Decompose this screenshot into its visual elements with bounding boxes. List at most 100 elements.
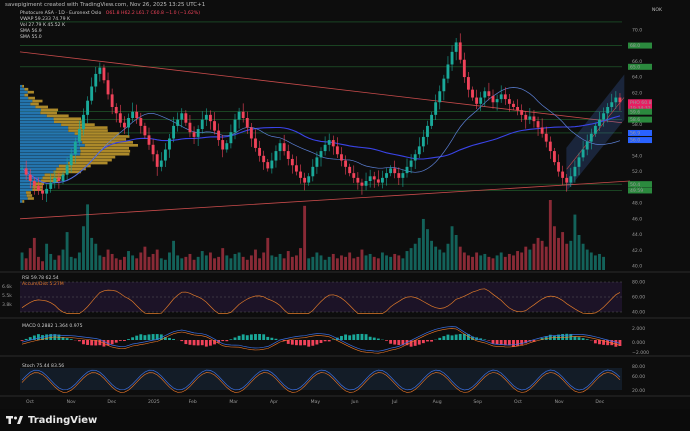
volume-bar xyxy=(127,251,130,270)
candle-body xyxy=(184,113,188,123)
candle-body xyxy=(458,42,462,60)
candle-body xyxy=(139,118,143,126)
stoch-band xyxy=(20,368,622,390)
macd-histogram-bar xyxy=(213,340,216,345)
macd-histogram-bar xyxy=(249,334,253,340)
candle-body xyxy=(352,173,356,178)
candle-body xyxy=(286,151,290,159)
macd-histogram-bar xyxy=(294,340,298,346)
volume-profile-bar xyxy=(22,84,24,88)
candle-body xyxy=(73,141,77,155)
macd-histogram-bar xyxy=(495,340,499,345)
macd-histogram-bar xyxy=(172,338,176,340)
candle-body xyxy=(36,185,40,191)
volume-profile-bar xyxy=(20,135,81,138)
volume-profile-bar xyxy=(20,126,69,129)
macd-histogram-bar xyxy=(299,340,302,346)
macd-histogram-bar xyxy=(507,340,511,346)
legend-sma2[interactable]: SMA 55.0 xyxy=(20,35,42,40)
candle-body xyxy=(577,157,581,167)
volume-bar xyxy=(344,256,348,270)
volume-bar xyxy=(45,243,49,270)
macd-histogram-bar xyxy=(286,340,290,344)
candle-body xyxy=(360,182,364,186)
volume-bar xyxy=(495,255,499,270)
legend-main-ohlc: O61.8 H62.2 L61.7 C60.8 −1.0 (−1.62%) xyxy=(105,11,200,16)
volume-bar xyxy=(331,253,335,270)
volume-profile-bar xyxy=(20,197,28,200)
macd-histogram-bar xyxy=(376,338,380,340)
macd-histogram-bar xyxy=(192,340,196,346)
macd-histogram-bar xyxy=(503,340,507,346)
volume-profile-bar xyxy=(26,191,31,194)
legend-main[interactable]: Photocure ASA · 1D · Euronext Oslo O61.8… xyxy=(20,11,200,17)
candle-body xyxy=(475,97,479,104)
volume-bar xyxy=(536,237,540,270)
volume-bar xyxy=(348,252,352,270)
volume-profile-bar xyxy=(84,144,138,147)
volume-profile-bar xyxy=(20,99,33,103)
tradingview-icon xyxy=(6,416,23,424)
macd-histogram-bar xyxy=(573,336,577,340)
macd-histogram-bar xyxy=(421,340,425,344)
legend-stoch[interactable]: Stoch 75.44 83.56 xyxy=(22,364,65,369)
x-tick-label: Aug xyxy=(433,399,442,405)
volume-bar xyxy=(430,240,434,270)
candle-body xyxy=(385,173,388,178)
macd-histogram-bar xyxy=(258,333,262,340)
candle-body xyxy=(503,94,507,100)
volume-bar xyxy=(458,246,462,270)
macd-tick-label: 2.000 xyxy=(632,326,645,332)
volume-bar xyxy=(491,258,495,270)
volume-bar xyxy=(360,249,364,270)
candle-body xyxy=(499,94,503,100)
volume-profile-bar xyxy=(35,105,48,109)
volume-bar xyxy=(290,256,294,270)
candle-body xyxy=(602,113,606,120)
candle-body xyxy=(45,188,49,194)
volume-profile-bar xyxy=(20,182,34,186)
volume-profile-bar xyxy=(20,164,59,168)
candle-body xyxy=(450,51,454,65)
volume-profile-bar xyxy=(32,99,43,103)
volume-bar xyxy=(114,258,118,270)
legend-macd[interactable]: MACD 0.2882 1.364 0.975 xyxy=(22,324,83,329)
candle-body xyxy=(77,129,81,142)
volume-profile-bar xyxy=(72,155,116,159)
candle-body xyxy=(102,67,106,81)
tradingview-logo[interactable]: TradingView xyxy=(6,414,97,426)
macd-histogram-bar xyxy=(364,334,368,340)
candle-body xyxy=(266,162,270,169)
legend-vol[interactable]: Vol 27.79 K 45.52 K xyxy=(20,23,66,28)
volume-profile-bar xyxy=(80,152,130,156)
candle-body xyxy=(32,181,36,186)
legend-vwap[interactable]: VWAP 59.233 74.79 K xyxy=(20,17,70,22)
legend-accum[interactable]: Accum/Dist 5.27M xyxy=(22,282,64,287)
y-tick-label: 46.0 xyxy=(632,216,642,222)
price-tag-label: 56.0 xyxy=(630,138,640,144)
macd-histogram-bar xyxy=(417,340,421,345)
volume-bar xyxy=(188,253,192,270)
legend-sma1[interactable]: SMA 56.9 xyxy=(20,29,42,34)
candle-body xyxy=(569,176,573,183)
candle-body xyxy=(536,121,540,128)
candle-body xyxy=(278,143,282,152)
volume-bar xyxy=(106,249,110,270)
macd-signal-line xyxy=(21,328,621,354)
x-tick-label: Nov xyxy=(67,399,76,405)
symbol-corner-label: NOK xyxy=(651,8,662,13)
legend-rsi[interactable]: RSI 59.78 62.54 xyxy=(22,276,59,282)
candle-body xyxy=(544,133,548,142)
y-tick-label: 64.0 xyxy=(632,75,642,81)
macd-histogram-bar xyxy=(540,338,544,340)
candle-body xyxy=(69,154,73,166)
volume-profile-bar xyxy=(74,132,120,135)
macd-histogram-bar xyxy=(118,340,122,341)
rsi-tick-label: 80.00 xyxy=(632,280,645,286)
volume-bar xyxy=(20,252,24,270)
y-tick-label: 70.0 xyxy=(632,27,642,33)
volume-bar xyxy=(278,253,282,270)
volume-bar xyxy=(131,255,135,270)
volume-profile-bar xyxy=(46,114,69,118)
